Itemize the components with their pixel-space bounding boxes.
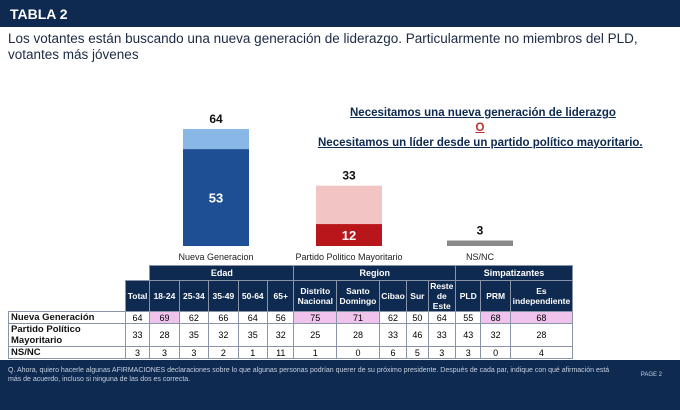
footnote: Q. Ahora, quiero hacerle algunas AFIRMAC… [8,367,610,383]
table-cell: 33 [427,323,457,347]
table-cell: 28 [149,323,180,347]
table-cell: 11 [267,346,295,359]
table-row: Partido Político Mayoritario 33 28 35 32 35 32… [8,323,574,347]
row-label: Partido Político Mayoritario [8,323,126,347]
crosstab-table: Edad Region Simpatizantes Total 18-24 25-… [8,265,574,359]
table-cell: 55 [455,311,482,324]
table-cell: 32 [480,323,511,347]
table-title: TABLA 2 [10,6,68,22]
bars-group: 53 64 Nueva Generacion 12 33 Partido Politico… [178,112,513,262]
category-label-partido-politico-mayoritario: Partido Politico Mayoritario [295,252,402,262]
label-strong-partido-politico-mayoritario: 12 [342,228,356,243]
bar-strong-partido-politico-mayoritario [316,224,382,246]
table-cell: 62 [178,311,210,324]
statement-b: Necesitamos un líder desde un partido po… [318,137,643,149]
page-label: PAGE 2 [640,372,662,378]
table-cell: 28 [509,323,574,347]
bar-ns-nc [447,240,513,246]
table-cell: 3 [455,346,482,359]
table-row: Nueva Generación 64 69 62 66 64 56 75 71 62 50 64 55… [8,311,574,324]
label-total-nueva-generacion: 64 [209,112,223,126]
table-cell: 1 [237,346,269,359]
category-label-nueva-generacion: Nueva Generacion [178,252,253,262]
row-label: NS/NC [8,346,126,359]
col-header: Cibao [378,280,408,312]
table-cell: 64 [427,311,457,324]
group-region: Region [293,265,457,281]
col-header: PLD [455,280,482,312]
table-cell: 0 [336,346,380,359]
col-header: PRM [480,280,511,312]
col-header: 65+ [267,280,295,312]
table-cell: 1 [293,346,338,359]
table-cell: 43 [455,323,482,347]
table-cell: 2 [208,346,239,359]
table-cell: 69 [149,311,180,324]
table-cell: 28 [336,323,380,347]
subtitle: Los votantes están buscando una nueva ge… [8,31,638,62]
label-total-partido-politico-mayoritario: 33 [342,169,356,183]
bar-total-nueva-generacion [183,129,249,150]
table-cell: 68 [509,311,574,324]
footer-bar [0,360,680,410]
col-header: Es independiente [509,280,574,312]
table-cell: 66 [208,311,239,324]
cell-total: 33 [124,323,151,347]
row-label: Nueva Generación [8,311,126,324]
corner-blank-2 [125,266,149,281]
table-cell: 0 [480,346,511,359]
col-header: 18-24 [149,280,180,312]
group-simpatizantes: Simpatizantes [455,265,573,281]
corner-blank [9,266,126,281]
table-cell: 46 [406,323,429,347]
table-cell: 5 [406,346,429,359]
table-cell: 75 [293,311,338,324]
table-cell: 6 [378,346,408,359]
statement-or: O [475,122,485,134]
cell-total: 3 [124,346,151,359]
label-strong-nueva-generacion: 53 [209,191,223,206]
col-header: Distrito Nacional [293,280,338,312]
table-cell: 25 [293,323,338,347]
table-cell: 50 [406,311,429,324]
table-cell: 68 [480,311,511,324]
table-cell: 33 [378,323,408,347]
table-cell: 4 [509,346,574,359]
col-header: Santo Domingo [336,280,380,312]
bar-strong-nueva-generacion [183,149,249,246]
statement-a: Necesitamos una nueva generación de lide… [350,107,616,119]
cell-total: 64 [124,311,151,324]
bar-chart: 53 64 Nueva Generacion 12 33 Partido Politico… [178,112,513,262]
corner-blank-3 [9,281,126,312]
bar-total-partido-politico-mayoritario [316,185,382,225]
table-cell: 3 [149,346,180,359]
table-cell: 35 [237,323,269,347]
col-header: 50-64 [237,280,269,312]
table-row: NS/NC 3 3 3 2 1 11 1 0 6 5 3 3 0 4 [8,346,574,359]
col-header: Reste de Este [427,280,457,312]
col-header: 25-34 [178,280,210,312]
col-total: Total [124,280,151,312]
table-cell: 64 [237,311,269,324]
table-cell: 35 [178,323,210,347]
table-cell: 71 [336,311,380,324]
table-cell: 62 [378,311,408,324]
table-cell: 3 [178,346,210,359]
table-cell: 32 [267,323,295,347]
table-cell: 32 [208,323,239,347]
group-edad: Edad [149,265,295,281]
table-cell: 3 [427,346,457,359]
col-header: 35-49 [208,280,239,312]
category-label-ns-nc: NS/NC [466,252,495,262]
header-bar: TABLA 2 [0,0,680,27]
label-total-ns-nc: 3 [477,224,484,238]
col-header: Sur [406,280,429,312]
table-cell: 56 [267,311,295,324]
